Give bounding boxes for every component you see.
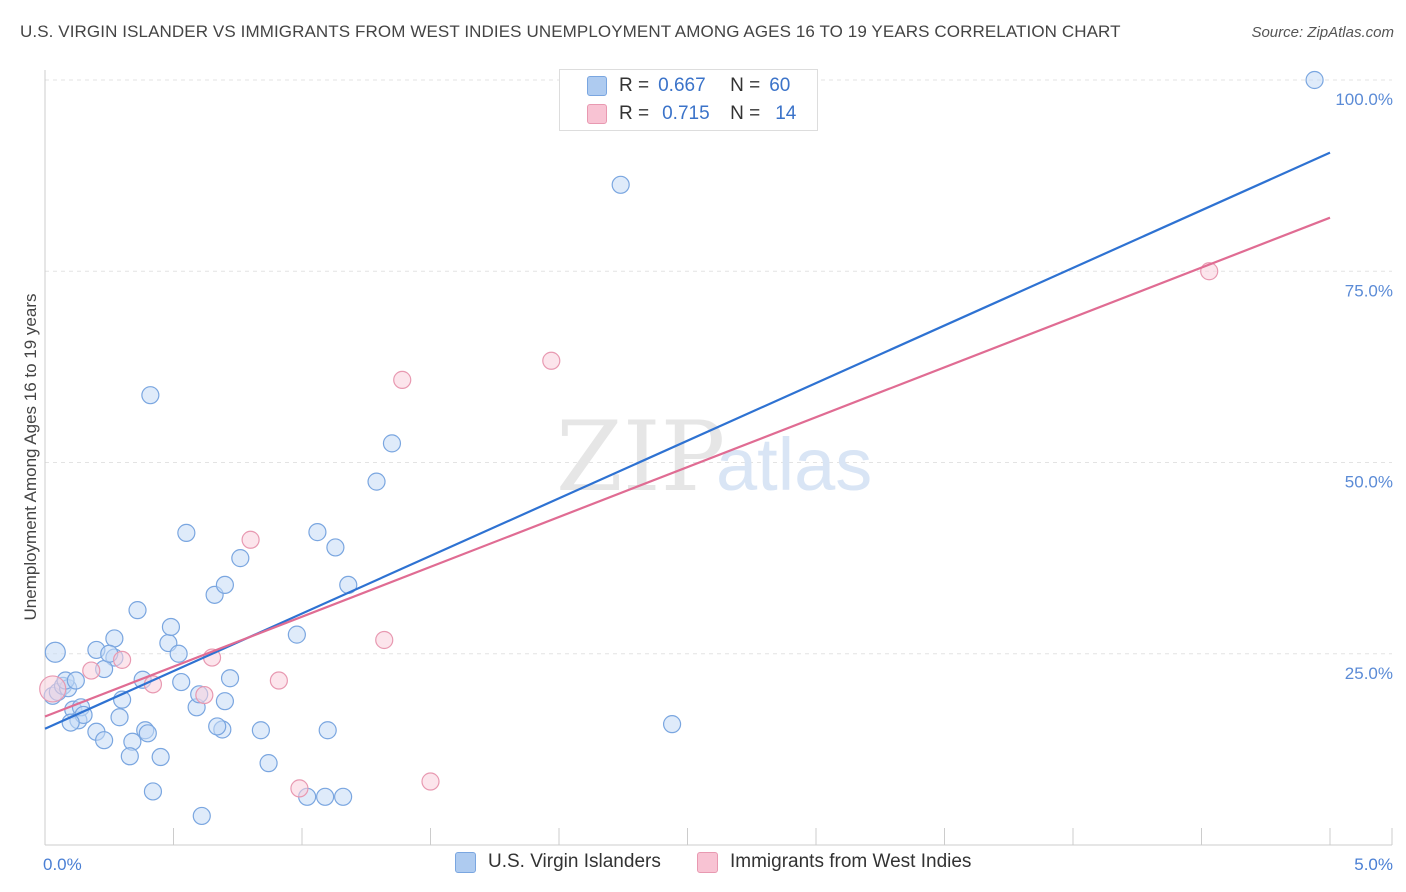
point-virgin-islanders <box>192 806 211 826</box>
bottom-legend-label: Immigrants from West Indies <box>730 851 972 872</box>
legend-row-virgin-islanders: R = 0.667 N = 60 <box>560 72 790 100</box>
legend-swatch-blue <box>587 76 607 96</box>
legend-swatch-pink <box>587 104 607 124</box>
point-virgin-islanders <box>172 672 191 692</box>
y-axis-label: Unemployment Among Ages 16 to 19 years <box>21 294 40 621</box>
point-west-indies <box>393 370 412 389</box>
bottom-legend-label: U.S. Virgin Islanders <box>488 851 661 872</box>
y-tick-label: 75.0% <box>1345 281 1393 300</box>
point-virgin-islanders <box>231 549 250 568</box>
point-virgin-islanders <box>105 629 124 648</box>
watermark: ZIP atlas <box>556 401 872 513</box>
point-west-indies <box>542 351 561 370</box>
point-virgin-islanders <box>161 617 181 637</box>
point-virgin-islanders <box>110 708 129 727</box>
point-virgin-islanders <box>143 782 163 801</box>
legend-r-label: R = <box>619 75 650 96</box>
legend-n-value: 14 <box>775 103 797 124</box>
bottom-legend-swatch-blue <box>455 851 476 873</box>
point-virgin-islanders <box>251 721 270 740</box>
point-virgin-islanders <box>259 754 278 773</box>
point-virgin-islanders <box>141 386 160 405</box>
point-west-indies <box>112 650 132 669</box>
x-tick-label: 5.0% <box>1354 855 1393 874</box>
point-virgin-islanders <box>326 538 345 557</box>
y-tick-label: 100.0% <box>1335 90 1393 109</box>
trend-lines <box>44 151 1331 730</box>
point-virgin-islanders <box>120 747 139 766</box>
point-virgin-islanders <box>382 434 402 453</box>
point-virgin-islanders <box>151 747 170 767</box>
point-virgin-islanders <box>169 644 188 663</box>
y-tick-label: 50.0% <box>1345 473 1393 492</box>
legend-r-value: 0.667 <box>658 75 706 96</box>
legend-r-value: 0.715 <box>662 103 710 124</box>
legend-n-value: 60 <box>769 75 791 96</box>
point-virgin-islanders <box>367 472 386 491</box>
watermark-atlas: atlas <box>716 423 872 506</box>
bottom-legend-swatch-pink <box>697 851 718 873</box>
point-virgin-islanders <box>95 731 114 750</box>
point-virgin-islanders <box>662 715 682 734</box>
trend-line-west-indies <box>44 216 1331 718</box>
point-virgin-islanders <box>44 641 66 663</box>
point-virgin-islanders <box>308 523 327 542</box>
point-virgin-islanders <box>316 787 335 806</box>
point-west-indies <box>375 630 394 650</box>
legend-r-label: R = <box>619 103 650 124</box>
legend-row-west-indies: R = 0.715 N = 14 <box>560 100 796 128</box>
source-label: Source: ZipAtlas.com <box>1251 24 1394 41</box>
watermark-zip: ZIP <box>556 401 725 513</box>
bottom-legend-virgin-islanders: U.S. Virgin Islanders <box>455 851 661 873</box>
y-tick-label: 25.0% <box>1345 664 1393 683</box>
data-points <box>39 70 1324 826</box>
point-west-indies <box>421 772 440 791</box>
legend-n-label: N = <box>730 103 761 124</box>
point-west-indies <box>241 530 260 549</box>
point-virgin-islanders <box>287 625 306 644</box>
point-virgin-islanders <box>177 523 196 542</box>
point-virgin-islanders <box>611 175 630 194</box>
point-virgin-islanders <box>215 692 234 711</box>
point-virgin-islanders <box>215 575 234 595</box>
grid-lines <box>45 79 1392 655</box>
point-west-indies <box>39 675 67 703</box>
bottom-legend-west-indies: Immigrants from West Indies <box>697 851 971 873</box>
point-virgin-islanders <box>334 787 353 806</box>
point-virgin-islanders <box>128 601 147 620</box>
tick-labels: 25.0% 50.0% 75.0% 100.0% 0.0% 5.0% <box>43 90 1393 874</box>
point-west-indies <box>82 661 101 680</box>
point-virgin-islanders <box>220 669 240 688</box>
point-virgin-islanders <box>318 721 337 740</box>
chart-title: U.S. VIRGIN ISLANDER VS IMMIGRANTS FROM … <box>20 22 1121 41</box>
correlation-legend: R = 0.667 N = 60 R = 0.715 N = 14 <box>559 69 818 131</box>
point-virgin-islanders <box>1305 70 1324 90</box>
point-virgin-islanders <box>138 724 157 743</box>
point-virgin-islanders <box>66 671 85 690</box>
point-virgin-islanders <box>208 717 227 736</box>
x-tick-label: 0.0% <box>43 855 82 874</box>
point-west-indies <box>290 779 309 798</box>
legend-n-label: N = <box>730 75 761 96</box>
point-west-indies <box>269 671 288 690</box>
point-west-indies <box>195 685 214 705</box>
